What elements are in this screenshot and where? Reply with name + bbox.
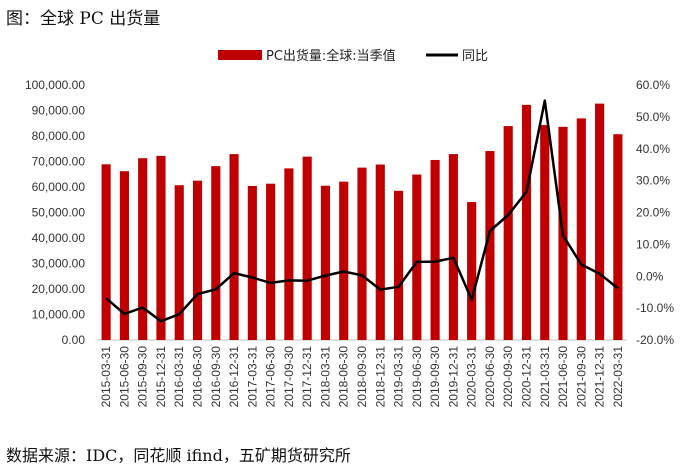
- bar: [357, 167, 367, 340]
- bar: [320, 185, 331, 340]
- y-right-tick-label: -20.0%: [636, 333, 674, 347]
- x-tick-label: 2015-12-31: [154, 346, 168, 408]
- bar: [430, 159, 440, 340]
- source-note: 数据来源：IDC，同花顺 ifind，五矿期货研究所: [6, 446, 351, 465]
- bar: [138, 158, 148, 340]
- y-left-tick-label: 10,000.00: [32, 308, 86, 322]
- y-left-tick-label: 100,000.00: [25, 78, 85, 92]
- legend-line-label: 同比: [462, 49, 488, 64]
- bar: [540, 125, 550, 340]
- y-right-tick-label: 50.0%: [636, 110, 670, 124]
- bar: [595, 103, 605, 341]
- bar: [101, 164, 111, 340]
- y-right-tick-label: 10.0%: [636, 237, 670, 251]
- bar: [576, 118, 586, 340]
- x-tick-label: 2021-09-30: [574, 346, 588, 408]
- y-right-tick-label: 40.0%: [636, 142, 670, 156]
- bar: [485, 151, 495, 340]
- bar: [266, 183, 276, 340]
- x-tick-label: 2020-03-31: [465, 346, 479, 408]
- y-left-tick-label: 90,000.00: [32, 104, 86, 118]
- x-tick-label: 2016-12-31: [227, 346, 241, 408]
- x-tick-label: 2018-12-31: [373, 346, 387, 408]
- x-tick-label: 2020-12-31: [519, 346, 533, 408]
- x-tick-label: 2019-09-30: [428, 346, 442, 408]
- x-tick-label: 2018-06-30: [337, 346, 351, 408]
- y-right-tick-label: -10.0%: [636, 301, 674, 315]
- x-tick-label: 2017-12-31: [300, 346, 314, 408]
- x-tick-label: 2016-09-30: [209, 346, 223, 408]
- bar: [467, 202, 477, 340]
- x-tick-label: 2017-03-31: [245, 346, 259, 408]
- bar: [229, 154, 239, 340]
- x-tick-label: 2021-12-31: [593, 346, 607, 408]
- x-tick-label: 2022-03-31: [611, 346, 625, 408]
- bar: [393, 190, 404, 340]
- x-tick-label: 2017-06-30: [264, 346, 278, 408]
- x-tick-label: 2018-03-31: [318, 346, 332, 408]
- y-right-tick-label: 30.0%: [636, 174, 670, 188]
- bar: [119, 171, 129, 340]
- legend-bar-swatch: [218, 50, 262, 60]
- y-left-tick-label: 80,000.00: [32, 129, 86, 143]
- bar: [284, 168, 294, 340]
- x-tick-label: 2018-09-30: [355, 346, 369, 408]
- y-left-tick-label: 40,000.00: [32, 231, 86, 245]
- yoy-line: [105, 99, 619, 323]
- bar: [339, 181, 349, 340]
- x-tick-label: 2015-06-30: [117, 346, 131, 408]
- bar: [375, 164, 385, 340]
- figure-title: 图：全球 PC 出货量: [6, 9, 161, 29]
- x-tick-label: 2020-09-30: [501, 346, 515, 408]
- bar: [503, 126, 513, 341]
- bar: [211, 166, 221, 340]
- bar: [521, 104, 532, 340]
- bar: [247, 185, 257, 340]
- y-left-tick-label: 30,000.00: [32, 257, 86, 271]
- x-tick-label: 2015-03-31: [99, 346, 113, 408]
- y-left-tick-label: 70,000.00: [32, 155, 86, 169]
- bar: [412, 174, 422, 340]
- x-tick-label: 2019-03-31: [392, 346, 406, 408]
- bar: [174, 185, 184, 340]
- y-right-tick-label: 60.0%: [636, 78, 670, 92]
- bar: [192, 180, 203, 340]
- y-right-tick-label: 0.0%: [636, 269, 664, 283]
- legend: PC出货量:全球:当季值 同比: [218, 48, 488, 64]
- bar: [448, 154, 458, 340]
- y-left-tick-label: 0.00: [62, 333, 86, 347]
- plot-area: 0.00 10,000.00 20,000.00 30,000.00 40,000.00…: [25, 78, 674, 407]
- x-tick-label: 2020-06-30: [483, 346, 497, 408]
- bar: [302, 156, 312, 340]
- x-tick-label: 2019-06-30: [410, 346, 424, 408]
- x-tick-label: 2016-03-31: [172, 346, 186, 408]
- x-tick-label: 2019-12-31: [446, 346, 460, 408]
- y-left-tick-label: 60,000.00: [32, 180, 86, 194]
- y-right-tick-label: 20.0%: [636, 206, 670, 220]
- bar: [613, 134, 623, 340]
- x-tick-label: 2016-06-30: [191, 346, 205, 408]
- x-tick-label: 2017-09-30: [282, 346, 296, 408]
- x-tick-label: 2021-03-31: [538, 346, 552, 408]
- legend-bar-label: PC出货量:全球:当季值: [266, 48, 396, 64]
- x-tick-label: 2021-06-30: [556, 346, 570, 408]
- y-left-tick-label: 20,000.00: [32, 282, 86, 296]
- y-left-tick-label: 50,000.00: [32, 206, 86, 220]
- bar: [156, 155, 166, 340]
- x-tick-label: 2015-09-30: [136, 346, 150, 408]
